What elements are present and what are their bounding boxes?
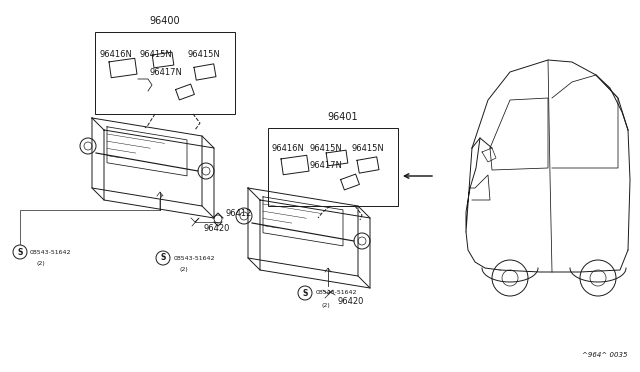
- Text: 96415N: 96415N: [352, 144, 385, 153]
- Text: 96415N: 96415N: [310, 144, 343, 153]
- Text: (2): (2): [180, 267, 189, 273]
- Text: 96412: 96412: [225, 208, 252, 218]
- Text: 96415N: 96415N: [140, 49, 173, 58]
- Text: 08543-51642: 08543-51642: [316, 291, 358, 295]
- Text: ^964^ 0035: ^964^ 0035: [582, 352, 628, 358]
- Text: 96420: 96420: [204, 224, 230, 232]
- Text: S: S: [302, 289, 308, 298]
- Text: 96416N: 96416N: [99, 49, 132, 58]
- Text: 96401: 96401: [328, 112, 358, 122]
- Text: 96400: 96400: [150, 16, 180, 26]
- Bar: [95, 32, 235, 114]
- Text: 96420: 96420: [338, 298, 364, 307]
- Text: 96415N: 96415N: [188, 49, 221, 58]
- Text: S: S: [17, 247, 22, 257]
- Text: 08543-51642: 08543-51642: [174, 256, 216, 260]
- Text: S: S: [160, 253, 166, 263]
- Text: 96416N: 96416N: [272, 144, 305, 153]
- Text: 96417N: 96417N: [150, 67, 183, 77]
- Text: 96417N: 96417N: [310, 160, 343, 170]
- Text: (2): (2): [322, 302, 331, 308]
- Text: (2): (2): [36, 262, 45, 266]
- Bar: [268, 128, 398, 206]
- Text: 08543-51642: 08543-51642: [30, 250, 72, 254]
